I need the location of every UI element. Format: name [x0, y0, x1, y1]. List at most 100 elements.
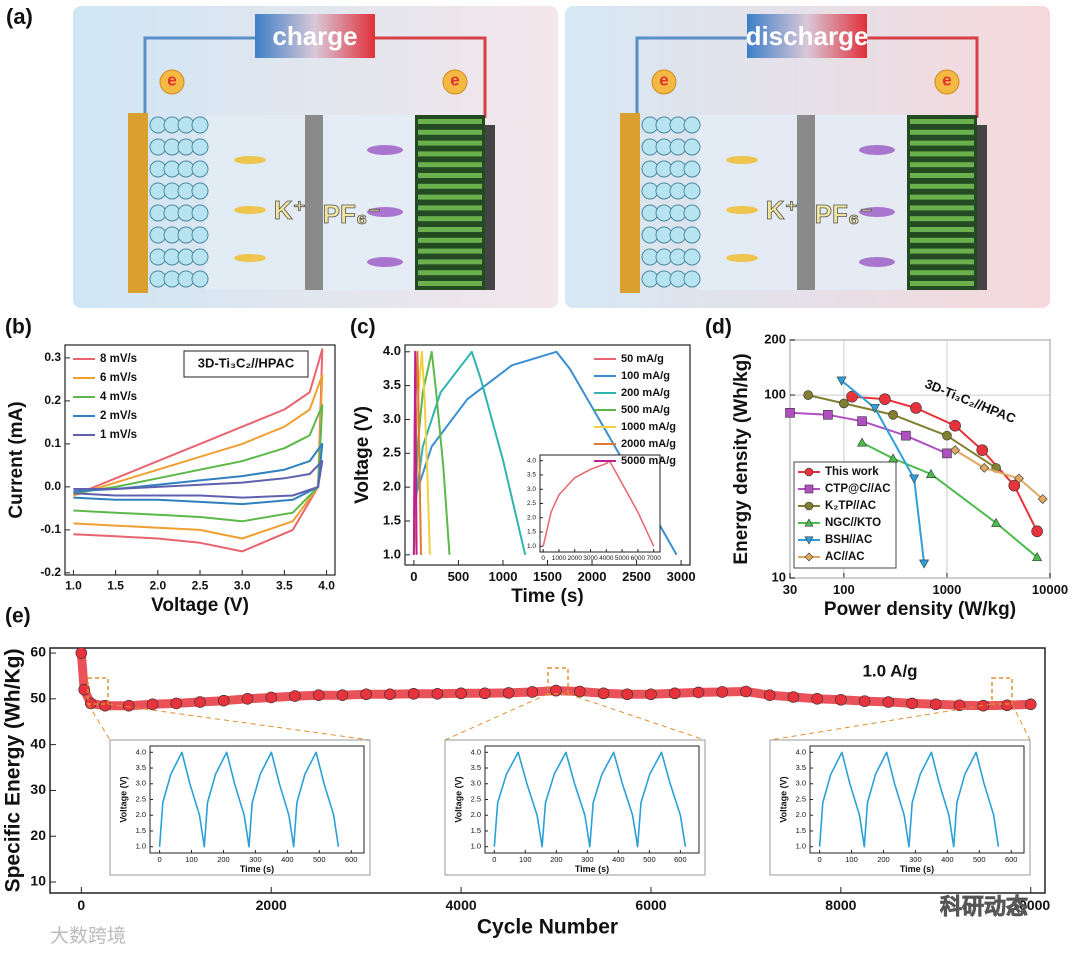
cation-label: K⁺ — [274, 195, 307, 225]
legend-label: 5000 mA/g — [621, 455, 676, 467]
marker — [312, 689, 325, 701]
electron — [442, 69, 468, 95]
x-tick-label: 0 — [77, 897, 85, 913]
cation-streak — [234, 206, 266, 214]
scheme-title: discharge — [746, 21, 869, 51]
y-tick-label: 2.5 — [471, 794, 481, 803]
marker — [858, 695, 871, 707]
cathode-layer — [418, 259, 482, 265]
legend-label: 2 mV/s — [100, 410, 137, 422]
x-tick-label: 4000 — [446, 897, 477, 913]
annotation: 3D-Ti₃C₂//HPAC — [198, 355, 295, 370]
y-tick-label: 1.5 — [136, 826, 146, 835]
x-tick-label: 10000 — [1011, 897, 1050, 913]
cathode-layer — [910, 248, 974, 254]
legend-label: 1 mV/s — [100, 429, 137, 441]
marker — [1032, 552, 1043, 562]
anion-streak — [859, 207, 895, 217]
x-tick-label: 3000 — [583, 555, 598, 562]
y-tick-label: 10 — [30, 873, 46, 889]
marker — [811, 693, 823, 705]
series-line — [73, 460, 324, 499]
cathode-layer — [418, 248, 482, 254]
x-tick-label: 10000 — [1032, 582, 1068, 597]
y-tick-label: 0.2 — [44, 393, 61, 407]
y-tick-label: 3.5 — [796, 763, 806, 772]
marker — [431, 687, 444, 700]
inset-line — [493, 751, 687, 848]
cathode-layer — [418, 194, 482, 200]
y-tick-label: 2.5 — [136, 794, 146, 803]
y-tick-label: 2.5 — [383, 445, 401, 460]
marker — [869, 404, 880, 414]
marker — [75, 647, 88, 659]
cation-streak — [726, 206, 758, 214]
x-axis-label: Time (s) — [511, 586, 584, 607]
y-tick-label: 60 — [30, 644, 46, 660]
x-tick-label: 0 — [541, 555, 545, 562]
anion-streak — [859, 257, 895, 267]
x-tick-label: 30 — [783, 582, 797, 597]
x-tick-label: 100 — [519, 855, 532, 864]
annotation-box — [183, 350, 309, 378]
y-tick-label: 3.5 — [527, 472, 536, 479]
marker — [621, 688, 634, 701]
cathode-layer — [418, 227, 482, 232]
y-tick-label: 2.0 — [136, 810, 146, 819]
x-tick-label: 6000 — [631, 555, 646, 562]
inset-line — [818, 751, 1000, 848]
marker — [882, 696, 895, 708]
cathode-layer — [910, 259, 974, 265]
cathode-layer — [418, 183, 482, 189]
marker — [716, 686, 728, 698]
watermark: 科研动态 — [940, 894, 1028, 919]
series-line — [73, 374, 324, 540]
series-line — [954, 449, 1044, 500]
y-tick-label: 3.0 — [136, 779, 146, 788]
legend-label: AC//AC — [825, 551, 865, 563]
x-tick-label: 0 — [492, 855, 496, 864]
x-tick-label: 1.0 — [65, 579, 82, 593]
y-tick-label: 40 — [30, 735, 46, 751]
cathode-layer — [418, 151, 482, 157]
x-tick-label: 3.5 — [276, 579, 293, 593]
panel-label: (b) — [5, 316, 32, 339]
x-tick-label: 0 — [817, 855, 821, 864]
marker — [668, 687, 681, 700]
legend-label: 6 mV/s — [100, 372, 137, 384]
x-tick-label: 200 — [877, 855, 890, 864]
y-tick-label: -0.1 — [40, 522, 61, 536]
anode-sphere — [191, 182, 209, 200]
x-tick-label: 2.5 — [192, 579, 209, 593]
anode-sphere — [191, 160, 209, 178]
cation-streak — [726, 156, 758, 164]
y-tick-label: 3.5 — [383, 377, 401, 392]
cation-streak — [234, 156, 266, 164]
marker — [265, 691, 278, 704]
x-tick-label: 3000 — [667, 569, 696, 584]
zoom-line — [1011, 703, 1031, 741]
marker — [930, 698, 942, 711]
y-tick-label: 20 — [30, 827, 46, 843]
x-tick-label: 400 — [281, 855, 294, 864]
cathode-layer — [418, 270, 482, 276]
cathode-layer — [418, 205, 482, 211]
anion-label: PF₆⁻ — [323, 199, 382, 229]
marker — [336, 689, 349, 701]
series-line — [412, 350, 678, 556]
y-tick-label: 2.5 — [527, 500, 536, 507]
y-axis-label: Specific Energy (Wh/Kg) — [2, 649, 25, 893]
current-collector — [620, 113, 640, 293]
marker — [979, 462, 990, 473]
series-line — [73, 442, 324, 506]
marker — [803, 390, 813, 400]
zoom-line — [769, 703, 993, 741]
legend-label: This work — [825, 466, 879, 478]
marker — [785, 407, 795, 418]
cathode-layer — [418, 162, 482, 168]
marker — [804, 552, 814, 562]
cathode-layer — [418, 129, 482, 135]
marker — [1008, 479, 1021, 492]
x-tick-label: 1000 — [552, 555, 567, 562]
marker — [976, 444, 989, 456]
